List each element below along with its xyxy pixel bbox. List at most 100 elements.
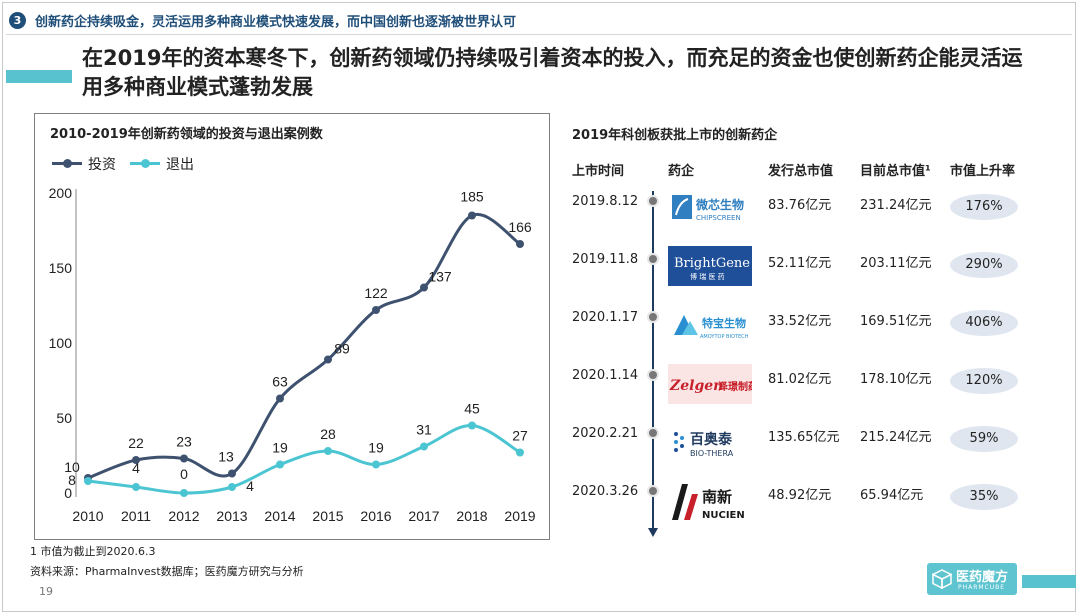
data-point-exit <box>132 483 140 491</box>
timeline-dot <box>647 195 659 207</box>
data-label-exit: 4 <box>132 460 140 476</box>
data-label-exit: 0 <box>180 466 188 482</box>
row-date: 2020.1.14 <box>572 368 639 383</box>
row-issue-cap: 52.11亿元 <box>768 256 832 271</box>
row-current-cap: 215.24亿元 <box>860 430 932 445</box>
zelgen-logo: Zelgen 泽璟制药 <box>668 364 752 404</box>
x-tick-label: 2015 <box>312 508 343 524</box>
row-current-cap: 231.24亿元 <box>860 198 932 213</box>
data-label-exit: 45 <box>464 401 480 417</box>
y-tick-label: 50 <box>56 410 72 426</box>
data-point-invest <box>324 355 332 364</box>
x-tick-label: 2016 <box>360 508 391 524</box>
svg-text:AMOYTOP BIOTECH: AMOYTOP BIOTECH <box>700 334 749 340</box>
brand-name-en: PHARMCUBE <box>958 584 1006 591</box>
timeline-dot <box>647 427 659 439</box>
data-label-invest: 89 <box>334 341 350 357</box>
pharmcube-logo: 医药魔方 PHARMCUBE <box>927 563 1017 595</box>
row-rise-badge: 120% <box>950 368 1018 394</box>
chart-title: 2010-2019年创新药领域的投资与退出案例数 <box>50 127 323 142</box>
svg-text:NUCIEN: NUCIEN <box>702 510 745 521</box>
data-label-exit: 8 <box>68 472 76 488</box>
legend-exit-marker <box>141 159 150 168</box>
header-issue-cap: 发行总市值 <box>768 164 834 179</box>
svg-text:泽璟制药: 泽璟制药 <box>718 380 752 393</box>
data-label-exit: 19 <box>272 440 288 456</box>
x-tick-label: 2012 <box>168 508 199 524</box>
data-point-invest <box>132 456 140 464</box>
x-tick-label: 2017 <box>408 508 439 524</box>
row-rise-badge: 290% <box>950 252 1018 278</box>
x-tick-label: 2018 <box>456 508 487 524</box>
section-number-badge: 3 <box>9 12 26 29</box>
svg-text:CHIPSCREEN: CHIPSCREEN <box>696 214 741 222</box>
data-label-exit: 28 <box>320 426 336 442</box>
legend-exit-label: 退出 <box>166 157 194 173</box>
accent-bar-right <box>1022 575 1076 588</box>
data-label-exit: 4 <box>246 478 254 494</box>
data-point-exit <box>516 448 524 457</box>
svg-text:BIO-THERA: BIO-THERA <box>690 449 734 458</box>
page-number: 19 <box>39 585 53 598</box>
svg-text:百奥泰: 百奥泰 <box>690 431 733 448</box>
data-point-exit <box>228 483 236 491</box>
accent-bar-left <box>6 70 72 83</box>
y-tick-label: 0 <box>64 485 72 501</box>
nucien-logo: 南新 NUCIEN <box>668 482 752 522</box>
header-date: 上市时间 <box>572 164 625 179</box>
data-label-exit: 27 <box>512 428 528 444</box>
timeline-dot <box>647 369 659 381</box>
chipscreen-logo: 微芯生物 CHIPSCREEN <box>668 187 752 227</box>
data-label-invest: 63 <box>272 374 288 390</box>
section-title: 创新药企持续吸金，灵活运用多种商业模式快速发展，而中国创新也逐渐被世界认可 <box>35 15 517 30</box>
brand-name: 医药魔方 <box>956 570 1009 585</box>
header-rise: 市值上升率 <box>950 164 1016 179</box>
data-point-exit <box>180 489 188 497</box>
legend-invest-marker <box>63 159 72 168</box>
biothera-logo: 百奥泰 BIO-THERA <box>668 422 752 462</box>
chart-panel <box>34 113 550 540</box>
headline: 在2019年的资本寒冬下，创新药领域仍持续吸引着资本的投入，而充足的资金也使创新… <box>82 46 1023 99</box>
svg-text:特宝生物: 特宝生物 <box>702 316 746 330</box>
data-point-invest <box>420 283 428 292</box>
x-tick-label: 2014 <box>264 508 295 524</box>
series-line-exit <box>87 423 521 495</box>
data-point-invest <box>516 240 524 248</box>
row-issue-cap: 48.92亿元 <box>768 488 832 503</box>
footnote: 1 市值为截止到2020.6.3 <box>30 545 156 558</box>
row-issue-cap: 135.65亿元 <box>768 430 840 445</box>
data-point-invest <box>468 211 476 220</box>
divider <box>6 34 1072 35</box>
data-label-invest: 13 <box>218 449 234 465</box>
row-rise-badge: 59% <box>950 426 1018 452</box>
data-label-invest: 23 <box>176 434 192 450</box>
y-tick-label: 150 <box>49 260 73 276</box>
timeline-dot <box>647 311 659 323</box>
data-point-invest <box>372 306 380 314</box>
svg-text:南新: 南新 <box>702 488 732 506</box>
row-date: 2020.1.17 <box>572 310 639 325</box>
y-tick-label: 200 <box>49 185 73 201</box>
row-rise-badge: 176% <box>950 194 1018 220</box>
data-label-invest: 137 <box>428 269 452 285</box>
row-current-cap: 178.10亿元 <box>860 372 932 387</box>
data-point-exit <box>324 447 332 455</box>
series-line-invest <box>87 212 521 480</box>
row-issue-cap: 33.52亿元 <box>768 314 832 329</box>
row-rise-badge: 35% <box>950 484 1018 510</box>
x-tick-label: 2019 <box>504 508 535 524</box>
y-tick-label: 100 <box>49 335 73 351</box>
row-issue-cap: 83.76亿元 <box>768 198 832 213</box>
cube-icon <box>932 569 952 589</box>
source-note: 资料来源：PharmaInvest数据库；医药魔方研究与分析 <box>30 565 304 578</box>
data-label-invest: 122 <box>364 285 388 301</box>
data-point-invest <box>276 394 284 403</box>
data-point-exit <box>84 477 92 485</box>
svg-text:Zelgen: Zelgen <box>669 378 723 394</box>
timeline-arrow <box>648 191 658 537</box>
x-tick-label: 2011 <box>121 508 151 524</box>
data-label-invest: 185 <box>460 189 484 205</box>
timeline-dot <box>647 253 659 265</box>
